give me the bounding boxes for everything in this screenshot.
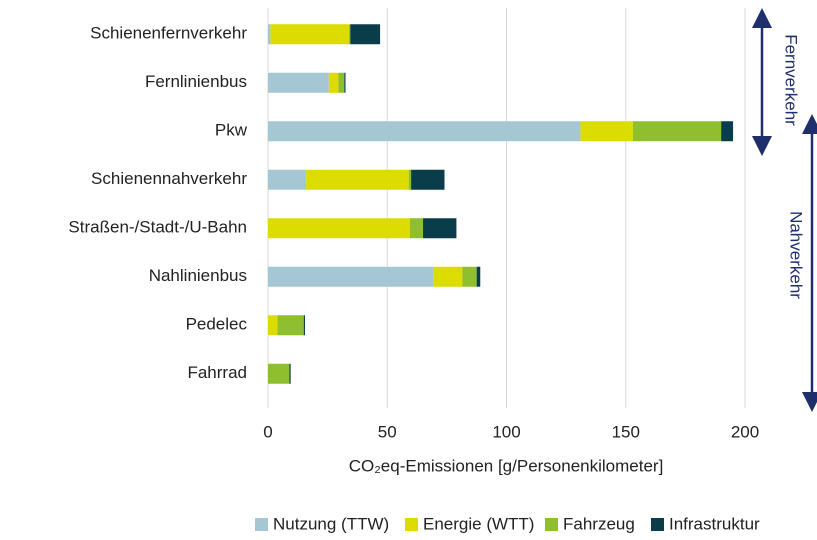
y-tick-label: Schienenfernverkehr [90, 24, 247, 43]
bar-segment [632, 121, 722, 142]
y-tick-label: Schienennahverkehr [91, 169, 247, 188]
y-tick-label: Pedelec [186, 315, 248, 334]
bar-segment [306, 169, 409, 190]
bar-segment [268, 363, 290, 384]
x-tick-label: 150 [612, 422, 640, 441]
legend-swatch [255, 518, 268, 531]
bar-segment [268, 218, 410, 239]
y-tick-label: Straßen-/Stadt-/U-Bahn [68, 218, 247, 237]
x-tick-label: 50 [378, 422, 397, 441]
bar-segment [270, 24, 350, 45]
bar-segment [344, 72, 346, 93]
y-tick-label: Fahrrad [187, 363, 247, 382]
bar-segment [408, 169, 412, 190]
bar-segment [433, 266, 463, 287]
legend-label: Nutzung (TTW) [273, 514, 389, 533]
bar-segment [268, 72, 329, 93]
annotation: Nahverkehr [787, 211, 806, 299]
bar-segment [303, 315, 305, 336]
bar-segment [268, 24, 271, 45]
annotation: Fernverkehr [782, 34, 801, 126]
bar-segment [268, 169, 307, 190]
bar-segment [268, 121, 581, 142]
legend-label: Energie (WTT) [423, 514, 534, 533]
legend-label: Infrastruktur [669, 514, 760, 533]
bar-segment [411, 169, 445, 190]
bar-segment [338, 72, 345, 93]
bar-segment [268, 315, 278, 336]
bar-segment [268, 266, 434, 287]
x-tick-label: 200 [731, 422, 759, 441]
bar-segment [580, 121, 633, 142]
legend-swatch [651, 518, 664, 531]
legend-label: Fahrzeug [563, 514, 635, 533]
x-tick-label: 0 [263, 422, 272, 441]
bar-segment [289, 363, 291, 384]
y-tick-label: Pkw [215, 121, 248, 140]
y-tick-label: Fernlinienbus [145, 72, 247, 91]
bar-segment [349, 24, 351, 45]
y-tick-label: Nahlinienbus [149, 266, 247, 285]
x-axis-label: CO₂eq-Emissionen [g/Personenkilometer] [349, 456, 664, 475]
bar-segment [721, 121, 734, 142]
bar-segment [409, 218, 424, 239]
bar-segment [476, 266, 481, 287]
bar-segment [350, 24, 381, 45]
legend-swatch [545, 518, 558, 531]
bar-segment [277, 315, 304, 336]
legend-swatch [405, 518, 418, 531]
bar-segment [328, 72, 339, 93]
x-tick-label: 100 [492, 422, 520, 441]
bar-segment [423, 218, 457, 239]
bar-segment [462, 266, 477, 287]
